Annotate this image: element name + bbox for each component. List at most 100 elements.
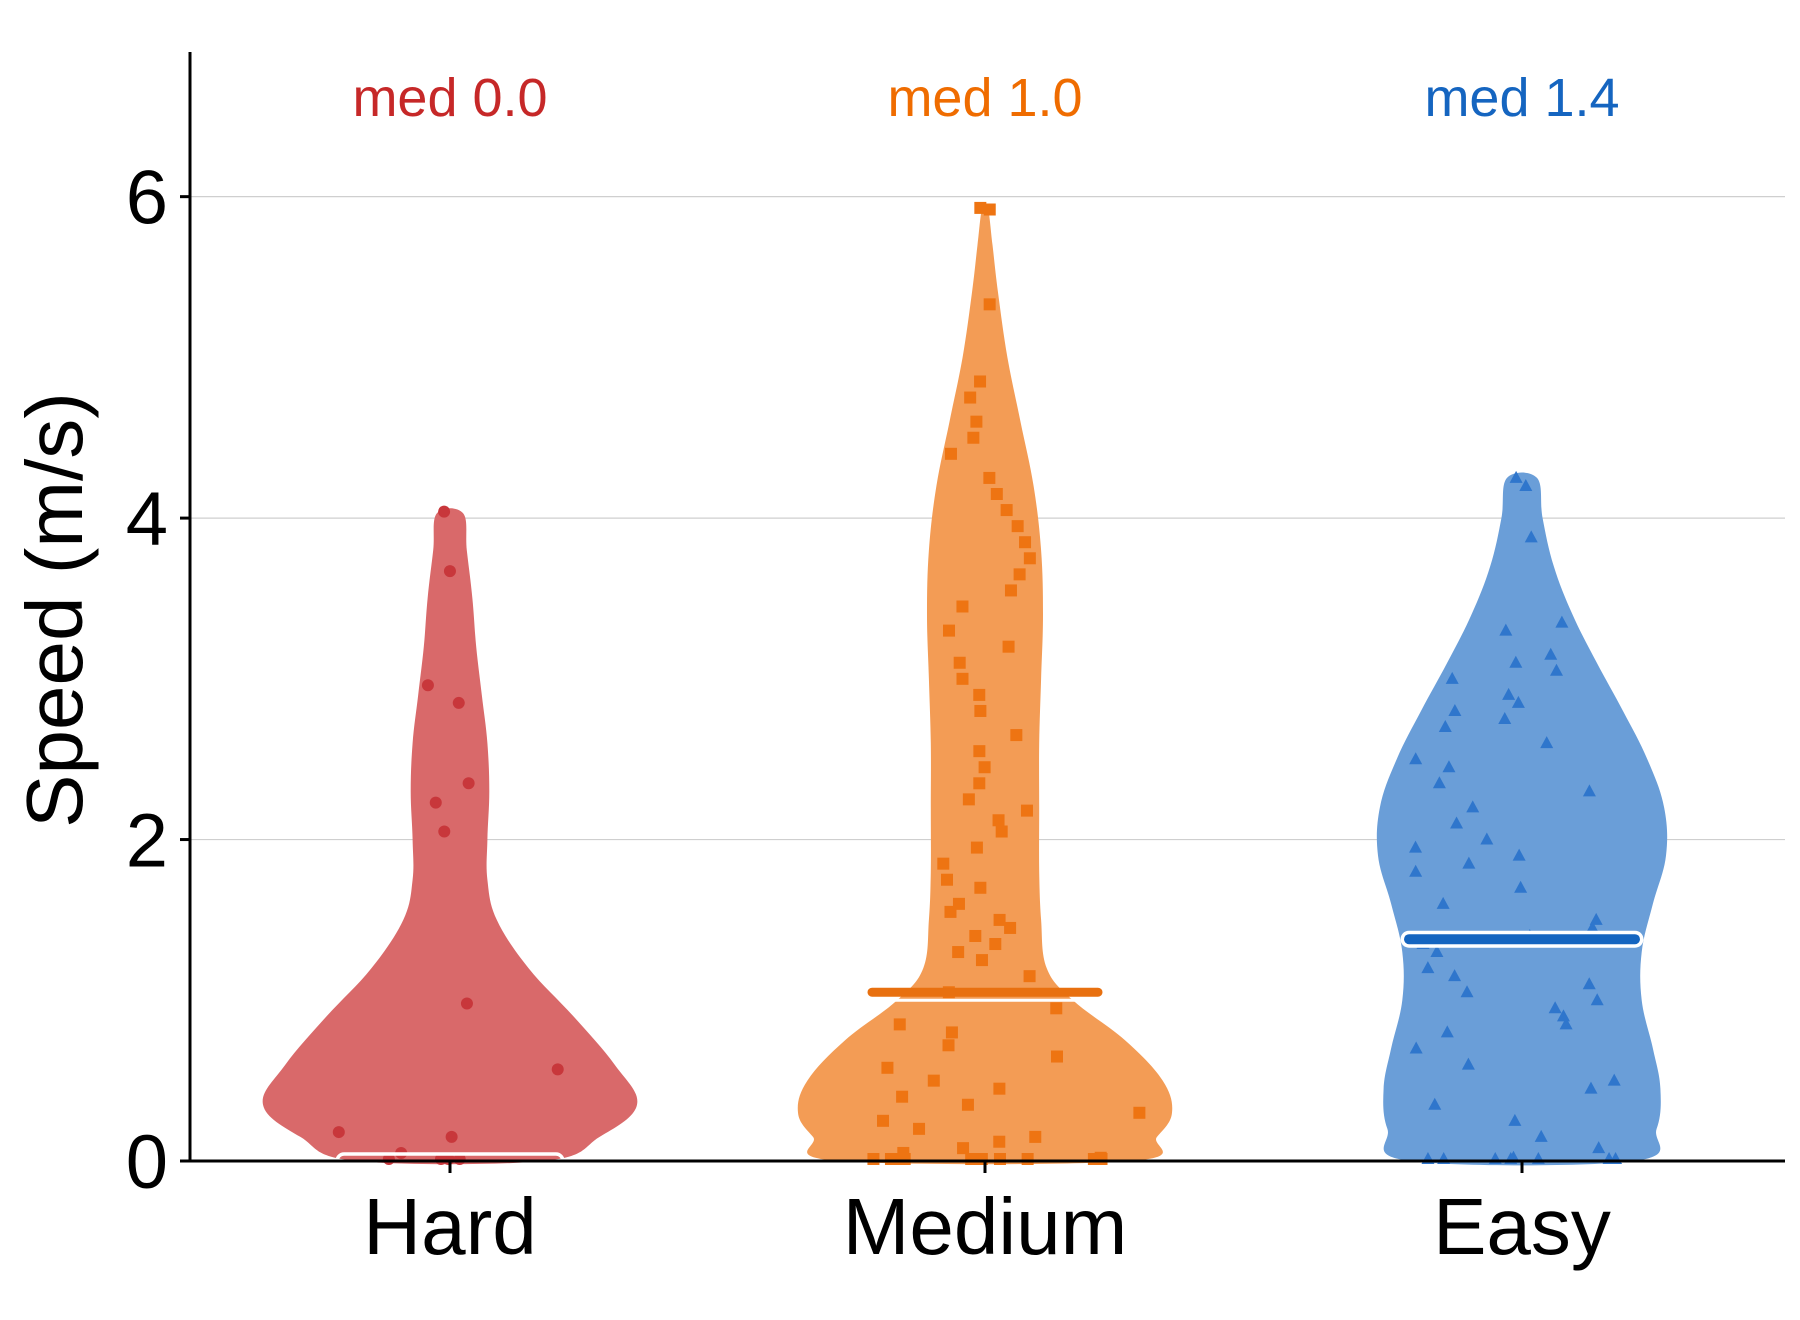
data-point-medium bbox=[961, 1098, 974, 1111]
data-point-easy bbox=[1544, 647, 1558, 660]
data-point-medium bbox=[964, 391, 977, 404]
data-point-easy bbox=[1462, 856, 1476, 869]
y-tick-label: 2 bbox=[126, 799, 168, 884]
data-point-easy bbox=[1428, 1097, 1442, 1110]
violin-medium bbox=[797, 202, 1173, 1165]
data-point-medium bbox=[1013, 568, 1026, 581]
data-point-medium bbox=[881, 1061, 894, 1074]
data-point-medium bbox=[937, 857, 950, 870]
data-point-medium bbox=[1133, 1106, 1146, 1119]
data-point-medium bbox=[990, 487, 1003, 500]
data-point-easy bbox=[1460, 985, 1474, 998]
data-point-easy bbox=[1607, 1073, 1621, 1086]
data-point-medium bbox=[1050, 1050, 1063, 1063]
data-point-medium bbox=[992, 814, 1005, 827]
data-point-medium bbox=[1021, 1153, 1034, 1165]
data-point-easy bbox=[1438, 720, 1452, 733]
data-point-hard bbox=[551, 1063, 564, 1076]
data-point-medium bbox=[974, 881, 987, 894]
data-point-hard bbox=[462, 777, 475, 790]
data-point-medium bbox=[897, 1146, 910, 1159]
data-point-medium bbox=[993, 1082, 1006, 1095]
data-point-easy bbox=[1498, 712, 1512, 725]
data-point-easy bbox=[1499, 623, 1513, 636]
x-tick-label-hard: Hard bbox=[363, 1182, 536, 1271]
data-point-easy bbox=[1540, 736, 1554, 749]
data-point-medium bbox=[945, 1026, 958, 1039]
data-point-medium bbox=[962, 793, 975, 806]
data-point-easy bbox=[1511, 695, 1525, 708]
data-point-medium bbox=[973, 777, 986, 790]
data-point-easy bbox=[1548, 1001, 1562, 1014]
data-point-easy bbox=[1409, 864, 1423, 877]
data-point-medium bbox=[969, 929, 982, 942]
data-point-easy bbox=[1409, 840, 1423, 853]
violin-easy bbox=[1376, 472, 1668, 1166]
data-point-medium bbox=[956, 600, 969, 613]
x-tick-label-medium: Medium bbox=[843, 1182, 1128, 1271]
data-point-medium bbox=[974, 201, 987, 214]
data-point-medium bbox=[973, 745, 986, 758]
data-point-medium bbox=[1019, 536, 1032, 549]
data-point-easy bbox=[1421, 961, 1435, 974]
data-point-hard bbox=[429, 796, 442, 809]
data-point-easy bbox=[1430, 945, 1444, 958]
data-point-medium bbox=[1020, 804, 1033, 817]
data-point-hard bbox=[438, 825, 451, 838]
data-point-medium bbox=[1004, 921, 1017, 934]
ticks bbox=[180, 195, 1524, 1173]
data-point-easy bbox=[1440, 1025, 1454, 1038]
data-point-easy bbox=[1549, 663, 1563, 676]
data-point-medium bbox=[952, 897, 965, 910]
y-tick-label: 6 bbox=[126, 156, 168, 241]
data-point-medium bbox=[884, 1153, 897, 1165]
data-point-medium bbox=[1050, 1002, 1063, 1015]
data-point-medium bbox=[995, 825, 1008, 838]
data-point-medium bbox=[973, 688, 986, 701]
data-point-easy bbox=[1509, 655, 1523, 668]
data-point-easy bbox=[1592, 1141, 1606, 1154]
data-point-easy bbox=[1448, 703, 1462, 716]
data-point-medium bbox=[956, 672, 969, 685]
data-point-easy bbox=[1502, 687, 1516, 700]
data-point-medium bbox=[993, 1153, 1006, 1165]
data-point-medium bbox=[896, 1090, 909, 1103]
data-point-easy bbox=[1589, 912, 1603, 925]
violin-hard bbox=[262, 508, 638, 1165]
data-point-medium bbox=[974, 704, 987, 717]
data-point-medium bbox=[970, 415, 983, 428]
data-point-medium bbox=[953, 656, 966, 669]
labels: 0 2 4 6 Hard med 0.0 Medium med 1.0 Easy med 1.4 bbox=[126, 68, 1620, 1271]
data-point-easy bbox=[1409, 1041, 1423, 1054]
data-point-easy bbox=[1585, 920, 1599, 933]
data-point-easy bbox=[1509, 470, 1523, 483]
data-point-medium bbox=[993, 913, 1006, 926]
data-point-easy bbox=[1514, 880, 1528, 893]
y-tick-label: 0 bbox=[126, 1120, 168, 1205]
x-tick-label-easy: Easy bbox=[1433, 1182, 1611, 1271]
data-point-easy bbox=[1555, 615, 1569, 628]
data-point-medium bbox=[967, 431, 980, 444]
data-point-medium bbox=[983, 471, 996, 484]
y-tick-label: 4 bbox=[126, 477, 168, 562]
data-point-hard bbox=[445, 1130, 458, 1143]
data-point-easy bbox=[1524, 530, 1538, 543]
data-point-medium bbox=[983, 203, 996, 216]
data-point-easy bbox=[1432, 776, 1446, 789]
y-axis-title: Speed (m/s) bbox=[10, 392, 99, 828]
data-point-medium bbox=[944, 447, 957, 460]
data-point-medium bbox=[983, 298, 996, 311]
data-point-medium bbox=[1004, 584, 1017, 597]
data-point-medium bbox=[942, 1039, 955, 1052]
violins bbox=[262, 202, 1668, 1166]
data-point-easy bbox=[1556, 1009, 1570, 1022]
data-point-easy bbox=[1461, 1057, 1475, 1070]
data-point-medium bbox=[941, 873, 954, 886]
data-point-hard bbox=[438, 505, 451, 518]
data-point-medium bbox=[1010, 729, 1023, 742]
axes bbox=[188, 52, 1785, 1163]
data-point-hard bbox=[332, 1126, 345, 1139]
data-point-easy bbox=[1582, 977, 1596, 990]
data-point-easy bbox=[1559, 1017, 1573, 1030]
